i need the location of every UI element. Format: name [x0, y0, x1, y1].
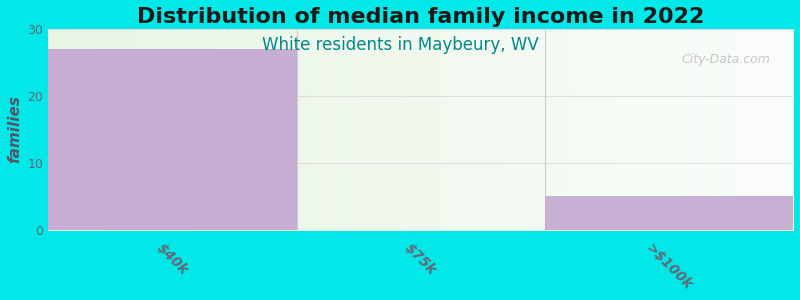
Bar	[48, 49, 297, 230]
Y-axis label: families: families	[7, 95, 22, 163]
Bar	[545, 196, 793, 230]
Title: Distribution of median family income in 2022: Distribution of median family income in …	[137, 7, 704, 27]
Text: White residents in Maybeury, WV: White residents in Maybeury, WV	[262, 36, 538, 54]
Text: City-Data.com: City-Data.com	[682, 53, 770, 66]
